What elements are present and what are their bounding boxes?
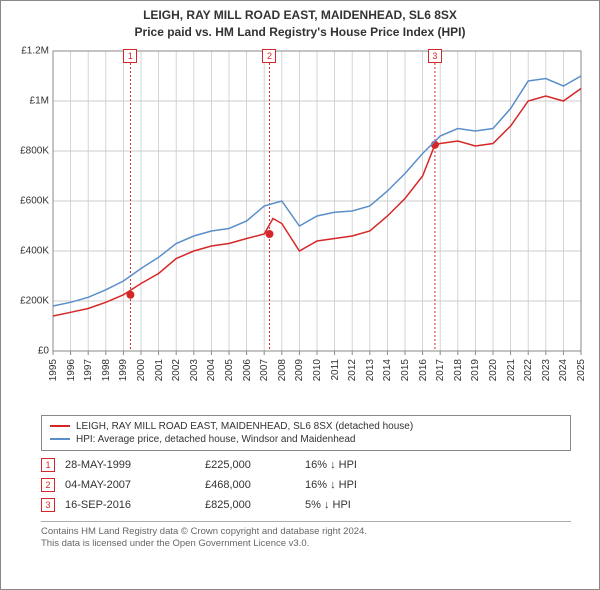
title-line-2: Price paid vs. HM Land Registry's House …: [1, 24, 599, 41]
x-tick-label: 2015: [400, 359, 411, 381]
title-line-1: LEIGH, RAY MILL ROAD EAST, MAIDENHEAD, S…: [1, 7, 599, 24]
y-tick-label: £1M: [13, 95, 49, 106]
x-tick-label: 2007: [259, 359, 270, 381]
marker-index-box: 2: [262, 49, 276, 63]
footer-attribution: Contains HM Land Registry data © Crown c…: [41, 521, 571, 551]
legend-swatch-blue: [50, 438, 70, 440]
x-tick-label: 2008: [277, 359, 288, 381]
footer-line-2: This data is licensed under the Open Gov…: [41, 538, 571, 550]
x-tick-label: 2025: [576, 359, 587, 381]
x-tick-label: 1996: [66, 359, 77, 381]
chart-container: LEIGH, RAY MILL ROAD EAST, MAIDENHEAD, S…: [1, 1, 599, 589]
row-pct: 16% ↓ HPI: [305, 479, 405, 491]
row-index-box: 1: [41, 458, 55, 472]
row-date: 04-MAY-2007: [65, 479, 195, 491]
row-price: £225,000: [205, 459, 295, 471]
y-tick-label: £1.2M: [13, 45, 49, 56]
x-tick-label: 2000: [136, 359, 147, 381]
x-tick-label: 2002: [171, 359, 182, 381]
y-tick-label: £200K: [13, 295, 49, 306]
row-pct: 5% ↓ HPI: [305, 499, 405, 511]
x-tick-label: 2014: [382, 359, 393, 381]
y-tick-label: £800K: [13, 145, 49, 156]
x-tick-label: 2001: [154, 359, 165, 381]
footer-line-1: Contains HM Land Registry data © Crown c…: [41, 526, 571, 538]
x-tick-label: 2024: [558, 359, 569, 381]
x-tick-label: 2018: [453, 359, 464, 381]
x-tick-label: 1995: [48, 359, 59, 381]
marker-index-box: 1: [123, 49, 137, 63]
y-tick-label: £400K: [13, 245, 49, 256]
x-tick-label: 2013: [365, 359, 376, 381]
x-tick-label: 1999: [118, 359, 129, 381]
x-tick-label: 2004: [206, 359, 217, 381]
x-tick-label: 2022: [523, 359, 534, 381]
x-tick-label: 2005: [224, 359, 235, 381]
row-date: 28-MAY-1999: [65, 459, 195, 471]
chart-svg: [13, 47, 589, 409]
x-tick-label: 2020: [488, 359, 499, 381]
x-tick-label: 2006: [242, 359, 253, 381]
table-row: 3 16-SEP-2016 £825,000 5% ↓ HPI: [41, 495, 571, 515]
row-index-box: 2: [41, 478, 55, 492]
x-tick-label: 2011: [330, 359, 341, 381]
x-tick-label: 2010: [312, 359, 323, 381]
x-tick-label: 2012: [347, 359, 358, 381]
legend-label: HPI: Average price, detached house, Wind…: [76, 434, 355, 445]
x-tick-label: 1998: [101, 359, 112, 381]
transactions-table: 1 28-MAY-1999 £225,000 16% ↓ HPI 2 04-MA…: [41, 455, 571, 515]
legend-item: LEIGH, RAY MILL ROAD EAST, MAIDENHEAD, S…: [50, 420, 562, 433]
legend-box: LEIGH, RAY MILL ROAD EAST, MAIDENHEAD, S…: [41, 415, 571, 451]
x-tick-label: 2016: [418, 359, 429, 381]
table-row: 1 28-MAY-1999 £225,000 16% ↓ HPI: [41, 455, 571, 475]
legend-swatch-red: [50, 425, 70, 427]
marker-index-box: 3: [428, 49, 442, 63]
x-tick-label: 2009: [294, 359, 305, 381]
x-tick-label: 2023: [541, 359, 552, 381]
x-tick-label: 2003: [189, 359, 200, 381]
row-price: £468,000: [205, 479, 295, 491]
x-tick-label: 1997: [83, 359, 94, 381]
y-tick-label: £0: [13, 345, 49, 356]
x-tick-label: 2021: [506, 359, 517, 381]
row-index-box: 3: [41, 498, 55, 512]
table-row: 2 04-MAY-2007 £468,000 16% ↓ HPI: [41, 475, 571, 495]
row-price: £825,000: [205, 499, 295, 511]
chart-area: £0 £200K £400K £600K £800K £1M £1.2M 1995 1996 1…: [13, 47, 587, 409]
row-date: 16-SEP-2016: [65, 499, 195, 511]
title-block: LEIGH, RAY MILL ROAD EAST, MAIDENHEAD, S…: [1, 1, 599, 43]
row-pct: 16% ↓ HPI: [305, 459, 405, 471]
x-tick-label: 2019: [470, 359, 481, 381]
x-tick-label: 2017: [435, 359, 446, 381]
legend-label: LEIGH, RAY MILL ROAD EAST, MAIDENHEAD, S…: [76, 421, 413, 432]
legend-item: HPI: Average price, detached house, Wind…: [50, 433, 562, 446]
y-tick-label: £600K: [13, 195, 49, 206]
